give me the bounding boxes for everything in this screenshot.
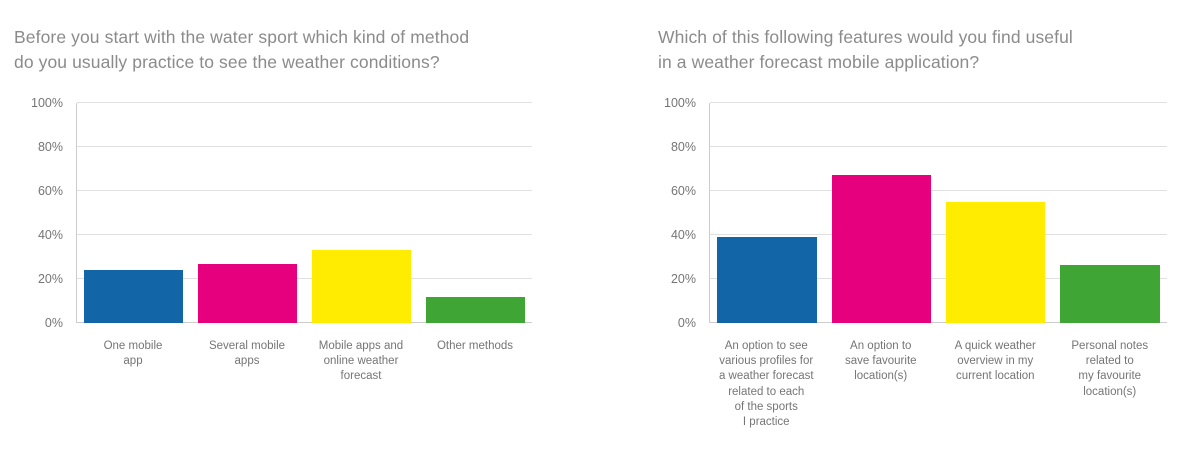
bar-slot (77, 103, 191, 323)
bar-slot (418, 103, 532, 323)
y-axis-tick-label: 60% (37, 184, 63, 198)
y-axis: 0% 20% 40% 60% 80% 100% (14, 96, 76, 330)
y-axis-tick-label: 100% (664, 96, 696, 110)
y-axis-tick-label: 60% (670, 184, 696, 198)
y-axis-tick-label: 80% (37, 140, 63, 154)
gridline (77, 322, 532, 323)
gridline (710, 146, 1167, 147)
bar-chart-app-features: Which of this following features would y… (658, 25, 1167, 430)
gridline (710, 322, 1167, 323)
gridline (710, 278, 1167, 279)
gridline (710, 102, 1167, 103)
y-axis: 0% 20% 40% 60% 80% 100% (658, 96, 709, 330)
gridline (710, 190, 1167, 191)
bar-slot (191, 103, 305, 323)
chart-plot-area: 0% 20% 40% 60% 80% 100% (14, 96, 532, 330)
bar-slot (1053, 103, 1167, 323)
y-axis-tick-label: 0% (44, 316, 63, 330)
chart-plot-area: 0% 20% 40% 60% 80% 100% (658, 96, 1167, 330)
category-label: Other methods (436, 340, 514, 352)
bar-chart-weather-methods: Before you start with the water sport wh… (14, 25, 532, 385)
plot (76, 102, 532, 323)
y-axis-tick-label: 0% (677, 316, 696, 330)
y-axis-tick-label: 20% (670, 272, 696, 286)
bar-slot (305, 103, 419, 323)
x-axis-labels: One mobile app Several mobile apps Mobile … (76, 339, 532, 385)
bar (1060, 264, 1160, 323)
category-label: A quick weather overview in my current l… (954, 340, 1036, 383)
bar-slot (824, 103, 938, 323)
gridline (710, 234, 1167, 235)
y-axis-tick-label: 20% (37, 272, 63, 286)
category-label: Several mobile apps (208, 340, 286, 368)
category-label: One mobile app (103, 340, 163, 368)
bar-slot (710, 103, 824, 323)
gridline (77, 102, 532, 103)
y-axis-tick-label: 80% (670, 140, 696, 154)
category-label: An option to save favourite location(s) (844, 340, 917, 383)
y-axis-tick-label: 40% (670, 228, 696, 242)
bar-slot (939, 103, 1053, 323)
bar (425, 296, 525, 323)
category-label: An option to see various profiles for a … (718, 340, 814, 428)
chart-title: Which of this following features would y… (658, 27, 1073, 72)
y-axis-tick-label: 40% (37, 228, 63, 242)
bars-group (710, 103, 1167, 323)
y-axis-tick-label: 100% (31, 96, 63, 110)
bar (198, 263, 298, 323)
gridline (77, 146, 532, 147)
bar (717, 237, 817, 323)
category-label: Mobile apps and online weather forecast (318, 340, 404, 383)
bar (945, 202, 1046, 323)
bar (84, 270, 184, 323)
chart-title: Before you start with the water sport wh… (14, 27, 470, 72)
plot (709, 102, 1167, 323)
bar (831, 174, 932, 323)
gridline (77, 278, 532, 279)
bars-group (77, 103, 532, 323)
bar (311, 250, 411, 323)
gridline (77, 190, 532, 191)
x-axis-labels: An option to see various profiles for a … (709, 339, 1167, 430)
category-label: Personal notes related to my favourite l… (1071, 340, 1149, 398)
gridline (77, 234, 532, 235)
